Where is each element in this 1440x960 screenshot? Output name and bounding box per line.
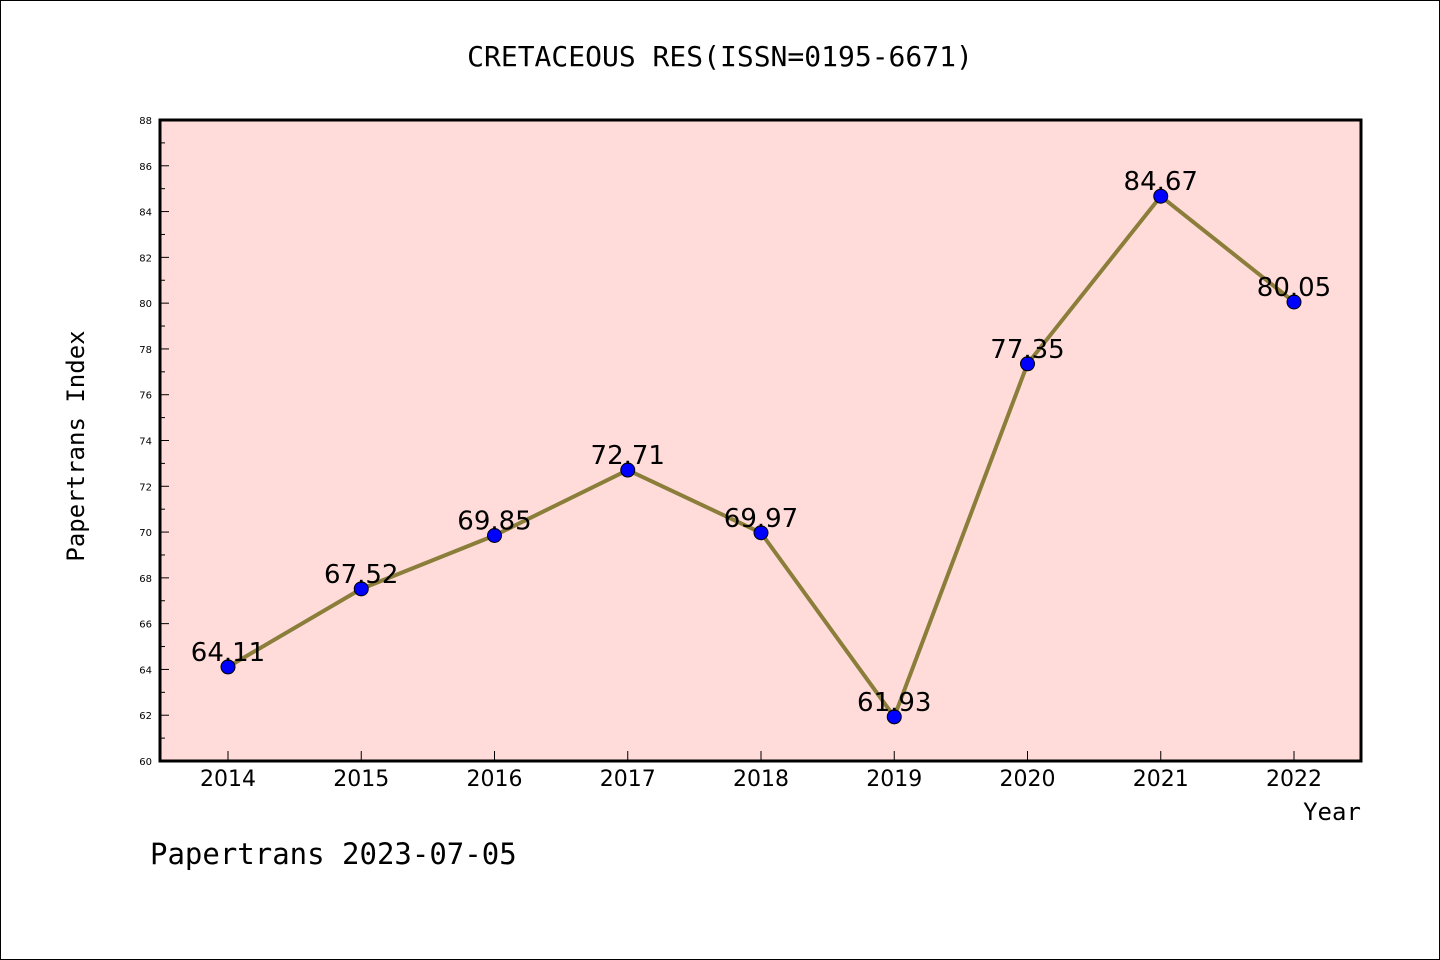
x-tick-label: 2019 [866, 767, 922, 792]
x-axis-label: Year [1303, 798, 1361, 826]
data-point [1286, 294, 1302, 310]
x-tick-label: 2020 [1000, 767, 1056, 792]
chart-title: CRETACEOUS RES(ISSN=0195-6671) [467, 40, 973, 73]
y-tick-label: 82 [139, 253, 152, 264]
data-point [353, 581, 369, 597]
y-tick-label: 68 [139, 574, 152, 585]
x-tick-label: 2016 [467, 767, 523, 792]
y-tick-label: 62 [139, 711, 152, 722]
y-tick-label: 64 [139, 665, 152, 676]
y-tick-label: 88 [139, 116, 152, 127]
y-tick-label: 84 [139, 208, 152, 219]
data-point [753, 525, 769, 541]
data-label: 84.67 [1124, 167, 1198, 197]
y-tick-label: 86 [139, 162, 152, 173]
y-tick-label: 78 [139, 345, 152, 356]
data-label: 64.11 [191, 638, 265, 668]
data-point [886, 709, 902, 725]
data-label: 80.05 [1257, 273, 1331, 303]
data-point [1020, 356, 1035, 372]
x-tick-label: 2017 [600, 767, 656, 792]
data-label: 72.71 [591, 441, 665, 471]
plot-area [160, 120, 1361, 761]
data-label: 67.52 [324, 560, 398, 590]
y-tick-label: 66 [139, 620, 152, 631]
y-axis: 60 62 64 66 68 70 72 74 76 78 80 82 84 86 88 [139, 116, 169, 768]
data-point [487, 528, 502, 544]
x-axis: 2014 2015 2016 2017 2018 2019 2020 2021 2022 [200, 751, 1322, 792]
data-point [620, 462, 636, 478]
y-tick-label: 74 [139, 437, 152, 448]
series: 64.11 67.52 69.85 72.71 69.97 61.93 77.35 84.67… [191, 167, 1331, 725]
y-tick-label: 76 [139, 391, 152, 402]
data-label: 77.35 [990, 335, 1064, 365]
data-point [220, 659, 236, 675]
x-tick-label: 2014 [200, 767, 256, 792]
data-label: 69.97 [724, 504, 798, 534]
y-tick-label: 72 [139, 482, 152, 493]
y-tick-label: 60 [139, 757, 152, 768]
y-tick-label: 80 [139, 299, 152, 310]
y-axis-label: Papertrans Index [62, 330, 90, 561]
x-tick-label: 2015 [333, 767, 389, 792]
x-tick-label: 2018 [733, 767, 789, 792]
data-point [1153, 188, 1169, 204]
footer-caption: Papertrans 2023-07-05 [150, 837, 517, 871]
y-tick-label: 70 [139, 528, 152, 539]
data-label: 61.93 [857, 688, 931, 718]
data-label: 69.85 [457, 507, 531, 537]
x-tick-label: 2022 [1266, 767, 1322, 792]
x-tick-label: 2021 [1133, 767, 1189, 792]
plot-border [158, 118, 1363, 763]
